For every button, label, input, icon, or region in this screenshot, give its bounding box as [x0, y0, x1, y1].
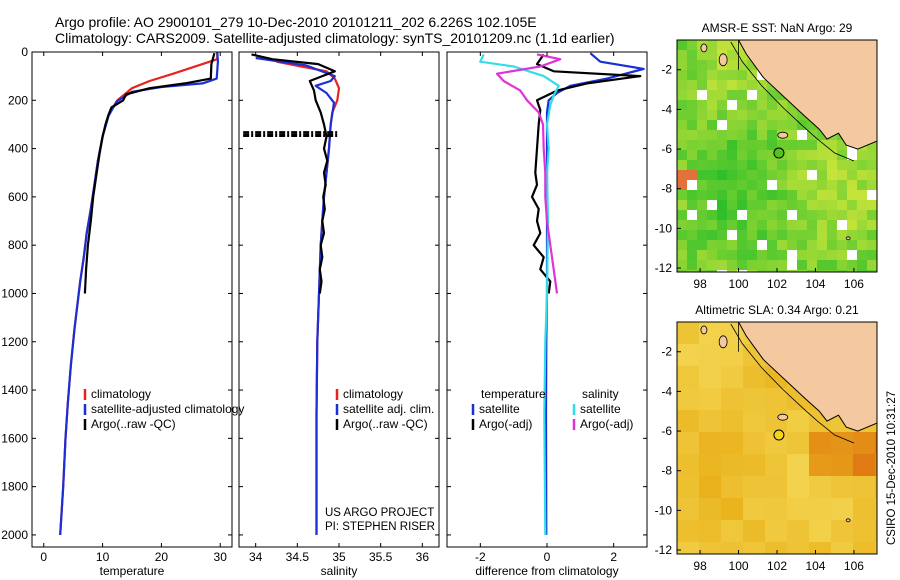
difference-legend-entry-1-0: satellite	[580, 402, 621, 416]
sst-map-y-tick-label-2: -6	[661, 142, 672, 156]
temperature-x-tick-label-0: 0	[40, 550, 47, 564]
salinity-axes-frame	[238, 51, 440, 548]
sla-map-y-tick-label-1: -4	[661, 384, 672, 398]
sst-map-y-tick-label-1: -4	[661, 102, 672, 116]
temperature-series-1-line	[59, 52, 219, 535]
temperature-series-0-line	[59, 52, 219, 535]
sla-map-x-tick-label-1: 100	[729, 559, 749, 573]
depth-tick-label-2: 400	[8, 142, 28, 156]
depth-tick-label-7: 1400	[1, 383, 28, 397]
salinity-legend-entry-0: climatology	[343, 387, 403, 401]
sla-map-x-tick-label-4: 106	[844, 559, 864, 573]
temperature-x-tick-label-2: 20	[155, 550, 169, 564]
sst-map-x-tick-label-3: 104	[805, 277, 825, 291]
salinity-x-tick-label-3: 35.5	[369, 550, 393, 564]
sla-map-panel: 98 100 102 104 106 -2 -4 -6 -8 -10 -12 Altimetric S…	[655, 303, 878, 573]
figure-title-line-2: Climatology: CARS2009. Satellite-adjuste…	[55, 30, 615, 46]
difference-legend-entry-0-0: satellite	[479, 402, 520, 416]
figure-title-line-1: Argo profile: AO 2900101_279 10-Dec-2010…	[55, 14, 537, 30]
temperature-x-axis-label: temperature	[100, 564, 165, 578]
temperature-series-2-line	[83, 52, 216, 294]
salinity-series-2-line	[251, 53, 336, 294]
temperature-x-tick-label-1: 10	[96, 550, 110, 564]
sst-map-x-tick-label-2: 102	[767, 277, 787, 291]
salinity-x-axis-label: salinity	[321, 564, 358, 578]
difference-legend-group-1: salinity	[582, 387, 619, 401]
sst-map-land-mass	[737, 40, 877, 150]
depth-tick-label-0: 0	[21, 45, 28, 59]
sst-map-panel: 98 100 102 104 106 -2 -4 -6 -8 -10 -12 AMSR-E SST: …	[655, 21, 878, 291]
sla-map-y-tick-label-0: -2	[661, 345, 672, 359]
sla-map-title: Altimetric SLA: 0.34 Argo: 0.21	[695, 303, 859, 317]
temperature-profile-panel: 0 10 20 30 temperature 0 200 400 600 800 1000 1200 1…	[1, 45, 244, 578]
difference-series-1-line	[530, 53, 642, 294]
sst-map-y-tick-label-5: -12	[655, 261, 673, 275]
salinity-profile-panel: 34 34.5 35 35.5 36 salinity climatologysatelli…	[238, 51, 440, 578]
salinity-legend-entry-2: Argo(..raw -QC)	[343, 417, 428, 431]
sla-map-y-tick-label-4: -10	[655, 503, 673, 517]
project-credit: US ARGO PROJECT	[325, 507, 434, 519]
pi-credit: PI: STEPHEN RISER	[325, 521, 435, 533]
sst-map-x-tick-label-1: 100	[729, 277, 749, 291]
temperature-legend-entry-1: satellite-adjusted climatology	[91, 402, 244, 416]
temperature-legend-entry-2: Argo(..raw -QC)	[91, 417, 176, 431]
difference-legend-group-0: temperature	[481, 387, 546, 401]
salinity-legend-entry-1: satellite adj. clim.	[343, 402, 434, 416]
sst-map-x-tick-label-0: 98	[693, 277, 707, 291]
sst-map-profile-marker	[773, 147, 785, 159]
depth-tick-label-5: 1000	[1, 286, 28, 300]
difference-x-tick-label-2: 2	[610, 550, 617, 564]
depth-tick-label-9: 1800	[1, 480, 28, 494]
temperature-x-tick-label-3: 30	[214, 550, 228, 564]
csiro-timestamp: CSIRO 15-Dec-2010 10:31:27	[886, 391, 898, 545]
sst-map-y-tick-label-0: -2	[661, 63, 672, 77]
temperature-legend-entry-0: climatology	[91, 387, 151, 401]
depth-tick-label-10: 2000	[1, 528, 28, 542]
sst-map-x-tick-label-4: 106	[844, 277, 864, 291]
difference-legend-entry-0-1: Argo(-adj)	[479, 417, 532, 431]
sla-map-x-tick-label-2: 102	[767, 559, 787, 573]
temperature-axes-frame	[31, 51, 233, 548]
sst-map-title: AMSR-E SST: NaN Argo: 29	[702, 21, 853, 35]
depth-tick-label-1: 200	[8, 93, 28, 107]
sla-map-land-mass	[737, 322, 877, 432]
sst-map-y-tick-label-4: -10	[655, 221, 673, 235]
difference-x-axis-label: difference from climatology	[475, 564, 618, 578]
salinity-x-tick-label-4: 36	[416, 550, 430, 564]
salinity-x-tick-label-1: 34.5	[286, 550, 310, 564]
sla-map-profile-marker	[773, 429, 785, 441]
salinity-series-1-line	[255, 56, 336, 535]
sla-map-x-tick-label-0: 98	[693, 559, 707, 573]
sla-map-y-tick-label-3: -8	[661, 464, 672, 478]
difference-series-0-line	[544, 52, 645, 535]
depth-tick-label-6: 1200	[1, 335, 28, 349]
sla-map-x-tick-label-3: 104	[805, 559, 825, 573]
sla-map-y-tick-label-2: -6	[661, 424, 672, 438]
difference-x-tick-label-0: -2	[475, 550, 486, 564]
salinity-x-tick-label-2: 35	[332, 550, 346, 564]
difference-legend-entry-1-1: Argo(-adj)	[580, 417, 633, 431]
sst-map-y-tick-label-3: -8	[661, 182, 672, 196]
salinity-x-tick-label-0: 34	[249, 550, 263, 564]
depth-tick-label-3: 600	[8, 190, 28, 204]
sla-map-y-tick-label-5: -12	[655, 543, 673, 557]
difference-series-3-line	[495, 53, 562, 294]
difference-x-tick-label-1: 0	[544, 550, 551, 564]
depth-tick-label-4: 800	[8, 238, 28, 252]
depth-tick-label-8: 1600	[1, 431, 28, 445]
